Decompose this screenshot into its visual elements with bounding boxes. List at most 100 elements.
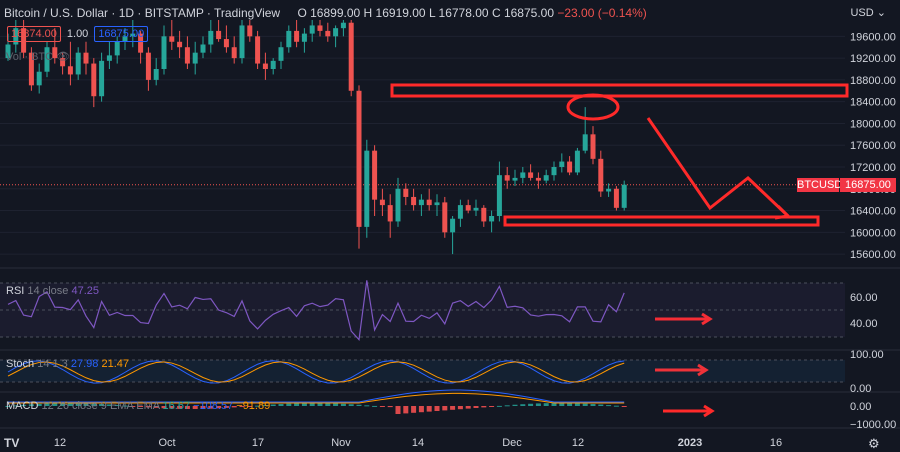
candle-body [5, 44, 11, 59]
candle-body [559, 161, 565, 167]
candle-body [21, 28, 27, 53]
macd-histogram-bar [114, 404, 120, 406]
symbol-title[interactable]: Bitcoin / U.S. Dollar · 1D · BITSTAMP · … [4, 6, 281, 20]
currency-selector[interactable]: USD ⌄ [850, 7, 886, 19]
candle-body [177, 41, 183, 48]
candle-body [340, 22, 346, 29]
price-axis[interactable]: 15600.0016000.0016400.0016800.0017200.00… [850, 31, 896, 431]
macd-histogram-bar [169, 406, 175, 409]
tradingview-logo-icon: TV [4, 436, 20, 450]
macd-histogram-bar [145, 406, 151, 408]
macd-histogram-bar [286, 403, 292, 406]
candle-body [567, 161, 573, 173]
candle-body [184, 47, 190, 64]
macd-histogram-bar [574, 403, 580, 406]
rsi-tick-label: 40.00 [850, 318, 878, 330]
macd-histogram-bar [387, 406, 393, 408]
change-value: −23.00 (−0.14%) [557, 6, 647, 20]
macd-histogram-bar [325, 403, 331, 406]
indicator-panes [0, 267, 900, 429]
macd-histogram-bar [434, 406, 440, 411]
projection-arrowhead [774, 204, 792, 220]
candle-body [403, 188, 409, 197]
stoch-legend[interactable]: Stoch 14 1 3 27.98 21.47 [6, 358, 129, 370]
candle-body [278, 47, 284, 61]
candle-body [528, 172, 534, 178]
quantity-field[interactable]: 1.00 [66, 28, 89, 40]
sell-button[interactable]: 16874.00 [7, 26, 61, 42]
y-tick-label: 16400.00 [850, 206, 896, 218]
macd-signal-line [8, 392, 625, 404]
candle-body [325, 30, 331, 37]
macd-histogram-bar [551, 403, 557, 406]
y-tick-label: 18000.00 [850, 118, 896, 130]
macd-histogram-bar [442, 406, 448, 411]
x-tick-label: 12 [54, 437, 66, 449]
y-tick-label: 18400.00 [850, 97, 896, 109]
macd-histogram-bar [457, 406, 463, 410]
stoch-d-line [7, 361, 625, 383]
macd-histogram-bar [278, 404, 284, 406]
candle-body [426, 199, 432, 206]
support-zone [503, 215, 820, 227]
candle-body [286, 30, 292, 48]
candle-body [411, 196, 417, 206]
candle-body [208, 30, 214, 45]
candle-body [551, 167, 557, 176]
macd-histogram-bar [418, 406, 424, 413]
macd-histogram-bar [504, 405, 510, 407]
time-axis[interactable]: 12 Oct 17 Nov 14 Dec 12 2023 16 [54, 437, 782, 449]
macd-histogram-bar [192, 406, 198, 409]
macd-histogram-bar [395, 406, 401, 414]
macd-legend[interactable]: MACD 12 26 close 9 EMA EMA 16.67 −108.57… [6, 400, 271, 412]
macd-histogram-bar [60, 403, 66, 406]
macd-histogram-bar [99, 403, 105, 406]
macd-histogram-bar [348, 404, 354, 406]
macd-histogram-bar [294, 403, 300, 406]
candle-body [364, 150, 370, 227]
candle-body [356, 90, 362, 227]
macd-histogram-bar [239, 406, 245, 407]
annotations [390, 83, 849, 418]
candle-body [247, 25, 253, 37]
candle-body [621, 184, 627, 208]
macd-histogram-bar [138, 406, 144, 407]
stoch-tick-label: 100.00 [850, 349, 884, 361]
projection-path [646, 117, 790, 218]
candle-body [535, 177, 541, 181]
macd-histogram-bar [372, 405, 378, 407]
macd-histogram-bar [411, 406, 417, 413]
grid [0, 35, 845, 255]
resistance-zone [390, 83, 849, 98]
macd-histogram-bar [364, 405, 370, 407]
macd-histogram-bar [21, 404, 27, 406]
candle-body [372, 150, 378, 200]
macd-histogram-bar [403, 406, 409, 414]
buy-button[interactable]: 16875.00 [94, 26, 149, 42]
macd-histogram-bar [559, 403, 565, 406]
candle-body [348, 22, 354, 91]
x-tick-label: 14 [412, 437, 424, 449]
macd-histogram-bar [301, 403, 307, 406]
y-tick-label: 18800.00 [850, 75, 896, 87]
macd-histogram-bar [130, 406, 136, 407]
gear-icon[interactable]: ⚙ [868, 436, 880, 451]
macd-histogram-bar [223, 406, 229, 408]
macd-histogram-bar [340, 403, 346, 406]
rsi-legend[interactable]: RSI 14 close 47.25 [6, 285, 99, 297]
candle-body [465, 205, 471, 211]
candle-body [255, 36, 261, 64]
macd-histogram-bar [535, 403, 541, 406]
macd-histogram-bar [106, 404, 112, 406]
x-tick-label: Dec [502, 437, 522, 449]
y-tick-label: 17200.00 [850, 162, 896, 174]
candle-body [496, 175, 502, 216]
candle-body [543, 175, 549, 181]
candle-body [138, 33, 144, 53]
candle-body [520, 172, 526, 178]
macd-histogram-bar [450, 406, 456, 410]
candle-body [216, 30, 222, 40]
candle-body [153, 69, 159, 80]
macd-histogram-bar [75, 403, 81, 406]
